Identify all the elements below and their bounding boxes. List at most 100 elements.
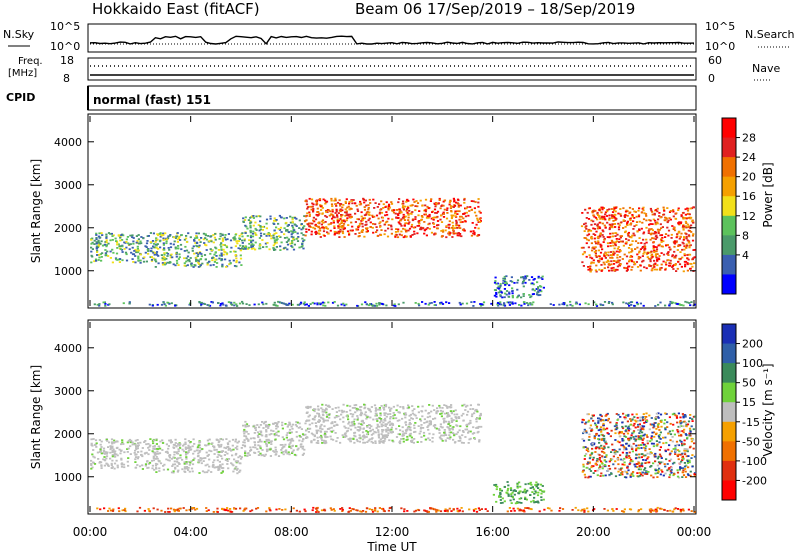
data-cell — [467, 214, 470, 217]
data-cell — [624, 231, 627, 234]
data-cell — [339, 218, 342, 220]
data-cell — [626, 210, 629, 213]
data-cell — [671, 436, 674, 438]
data-cell — [481, 303, 484, 306]
data-cell — [191, 445, 194, 448]
data-cell — [369, 430, 372, 433]
data-cell — [450, 226, 453, 229]
data-cell — [104, 303, 107, 305]
data-cell — [612, 250, 615, 253]
data-cell — [254, 241, 257, 244]
data-cell — [594, 210, 597, 212]
data-cell — [651, 237, 654, 239]
data-cell — [330, 199, 333, 202]
data-cell — [412, 198, 415, 201]
data-cell — [445, 236, 448, 239]
data-cell — [288, 231, 291, 234]
data-cell — [503, 302, 506, 304]
data-cell — [130, 251, 133, 254]
data-cell — [676, 249, 679, 251]
data-cell — [652, 247, 655, 250]
data-cell — [411, 409, 414, 412]
data-cell — [91, 248, 94, 250]
data-cell — [249, 225, 252, 227]
data-cell — [690, 457, 693, 459]
data-cell — [190, 262, 193, 265]
data-cell — [666, 221, 669, 224]
data-cell — [639, 248, 642, 251]
data-cell — [589, 256, 592, 259]
data-cell — [663, 463, 666, 465]
data-cell — [461, 434, 464, 437]
data-cell — [304, 234, 307, 237]
data-cell — [274, 422, 277, 424]
data-cell — [613, 216, 616, 219]
data-cell — [597, 214, 600, 216]
data-cell — [685, 237, 688, 240]
data-cell — [145, 443, 148, 446]
data-cell — [472, 426, 475, 429]
data-cell — [465, 207, 468, 210]
data-cell — [187, 469, 190, 471]
data-cell — [371, 428, 374, 431]
data-cell — [597, 434, 601, 437]
data-cell — [182, 450, 186, 453]
data-cell — [405, 210, 408, 212]
data-cell — [307, 431, 310, 433]
data-cell — [607, 245, 610, 248]
data-cell — [312, 210, 315, 213]
data-cell — [286, 236, 289, 239]
data-cell — [104, 241, 107, 243]
data-cell — [632, 220, 635, 223]
data-cell — [536, 281, 539, 284]
data-cell — [681, 256, 684, 259]
data-cell — [632, 232, 635, 235]
data-cell — [245, 246, 248, 249]
data-cell — [693, 262, 696, 265]
data-cell — [236, 472, 239, 475]
data-cell — [493, 281, 497, 284]
data-cell — [448, 220, 451, 223]
data-cell — [606, 259, 609, 262]
data-cell — [498, 494, 501, 497]
data-cell — [168, 459, 171, 462]
data-cell — [355, 204, 358, 207]
data-cell — [639, 473, 643, 476]
data-cell — [462, 412, 465, 415]
data-cell — [473, 412, 476, 415]
data-cell — [187, 449, 190, 452]
data-cell — [186, 259, 189, 262]
data-cell — [562, 302, 565, 304]
data-cell — [368, 438, 371, 441]
data-cell — [655, 256, 658, 259]
data-cell — [677, 303, 680, 306]
data-cell — [608, 228, 611, 231]
data-cell — [578, 303, 581, 306]
data-cell — [678, 263, 682, 266]
data-cell — [637, 447, 640, 450]
data-cell — [107, 465, 110, 467]
data-cell — [450, 412, 453, 415]
data-cell — [220, 245, 223, 248]
data-cell — [359, 202, 363, 205]
data-cell — [274, 220, 277, 222]
data-cell — [524, 483, 527, 486]
data-cell — [335, 210, 338, 213]
data-cell — [259, 220, 262, 223]
data-cell — [419, 226, 422, 229]
data-cell — [657, 461, 661, 464]
data-cell — [689, 304, 692, 307]
data-cell — [539, 285, 542, 287]
data-cell — [217, 441, 220, 444]
data-cell — [415, 417, 418, 419]
data-cell — [163, 247, 166, 250]
data-cell — [399, 442, 402, 445]
data-cell — [406, 426, 410, 429]
data-cell — [597, 240, 600, 243]
data-cell — [337, 219, 340, 222]
data-cell — [464, 207, 467, 210]
data-cell — [631, 266, 634, 268]
colorbar-tick-label: 8 — [742, 229, 749, 242]
data-cell — [313, 302, 316, 305]
data-cell — [227, 443, 230, 446]
